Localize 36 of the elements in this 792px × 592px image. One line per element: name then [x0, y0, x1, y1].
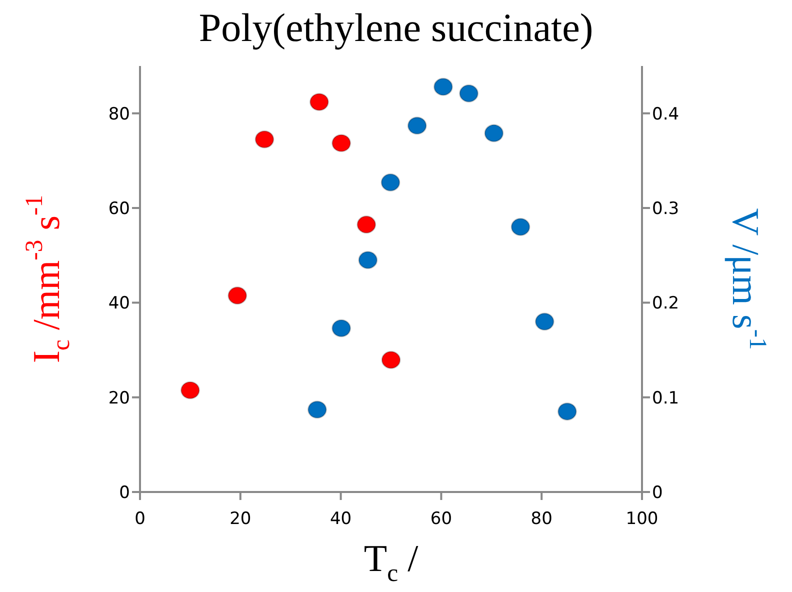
point: [358, 251, 378, 270]
point: [307, 400, 327, 419]
y-tick-label: 20: [108, 388, 130, 408]
x-axis-title: T$_{c}$ /: [364, 538, 419, 588]
y2-tick-label: 0: [652, 483, 663, 504]
y-tick-label: 0: [119, 483, 130, 504]
x-tick-label: 40: [330, 509, 352, 530]
point: [332, 134, 352, 152]
x-tick-label: 60: [430, 509, 452, 530]
point: [557, 402, 577, 421]
y-tick-label: 40: [108, 294, 130, 314]
y2-tick-label: 0.2: [652, 294, 680, 314]
point: [510, 218, 530, 236]
y2-tick-label: 0.3: [652, 199, 680, 220]
x-tick-label: 0: [134, 509, 146, 530]
point: [534, 312, 554, 331]
point: [309, 92, 329, 112]
x-tick-label: 100: [626, 509, 658, 530]
point: [459, 84, 479, 102]
point: [380, 173, 400, 192]
point: [407, 116, 427, 135]
y2-tick-label: 0.1: [652, 388, 680, 408]
point: [484, 124, 504, 142]
point: [356, 216, 376, 234]
y-tick-label: 60: [108, 199, 130, 220]
point: [228, 286, 248, 305]
point: [381, 350, 401, 369]
point: [332, 319, 352, 338]
point: [254, 130, 274, 148]
point: [433, 78, 453, 96]
x-tick-label: 80: [530, 509, 552, 530]
y-tick-label: 80: [108, 104, 130, 124]
x-tick-label: 20: [230, 509, 252, 530]
chart-title: Poly(ethylene succinate): [198, 4, 594, 52]
y2-tick-label: 0.4: [652, 104, 680, 124]
point: [180, 381, 200, 400]
